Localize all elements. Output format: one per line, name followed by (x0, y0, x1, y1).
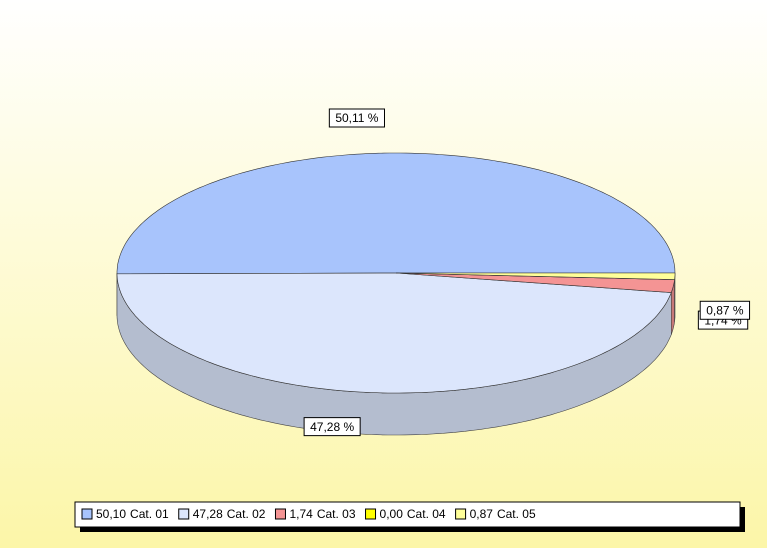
legend-value: 50,10 (96, 507, 126, 521)
slice (395, 272, 676, 280)
legend-value: 1,74 (289, 507, 313, 521)
legend-value: 0,00 (380, 507, 404, 521)
slice-label: 47,28 % (303, 417, 361, 437)
legend-value: 47,28 (193, 507, 223, 521)
legend-value: 0,87 (470, 507, 494, 521)
slice-label: 0,87 % (699, 300, 751, 320)
legend-label: 0,00 Cat. 04 (380, 507, 446, 521)
legend-category: Cat. 02 (227, 507, 266, 521)
legend-swatch (178, 508, 190, 520)
slice-label-box (303, 417, 361, 437)
legend-category: Cat. 04 (407, 507, 446, 521)
legend-label: 1,74 Cat. 03 (289, 507, 355, 521)
legend-swatch (81, 508, 93, 520)
legend-category: Cat. 03 (317, 507, 356, 521)
legend-label: 47,28 Cat. 02 (193, 507, 266, 521)
slice (116, 272, 672, 394)
slice-label: 50,11 % (328, 108, 385, 128)
slice-label-text: 47,28 % (310, 420, 354, 434)
slice (116, 152, 676, 275)
pie-tops (116, 152, 676, 394)
legend-swatch (455, 508, 467, 520)
slice-label-text: 0,87 % (706, 303, 744, 317)
slice-label-box (699, 300, 751, 320)
legend-category: Cat. 05 (497, 507, 536, 521)
slice-label-text: 50,11 % (335, 111, 378, 125)
legend-swatch (274, 508, 286, 520)
legend-label: 50,10 Cat. 01 (96, 507, 169, 521)
slice-label-box (328, 108, 385, 128)
slice-labels: 50,11 %47,28 %1,74 %0,87 % (303, 108, 751, 437)
legend: 50,10 Cat. 01 47,28 Cat. 02 1,74 Cat. 03 0,00 C… (81, 507, 536, 521)
slice (395, 272, 675, 293)
legend-label: 0,87 Cat. 05 (470, 507, 536, 521)
legend-swatch (365, 508, 377, 520)
legend-category: Cat. 01 (130, 507, 169, 521)
